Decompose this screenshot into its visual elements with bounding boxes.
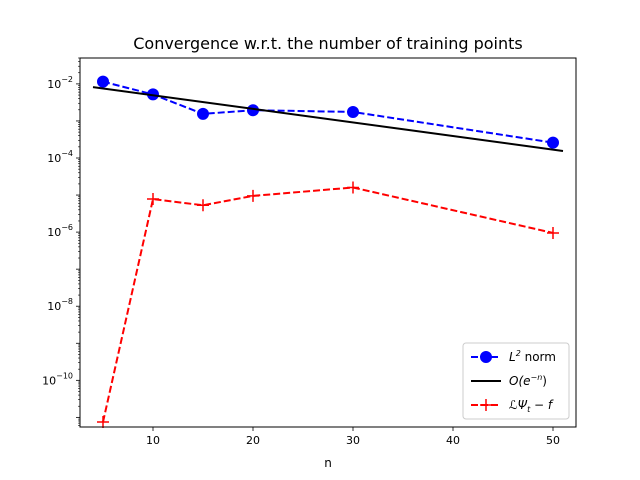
legend-box [462,342,570,420]
axes-frame [79,57,577,428]
x-axis: 10 20 30 40 50 [146,427,560,447]
data-point [347,181,359,194]
series-2 [97,181,559,429]
x-tick-label: 20 [246,434,260,447]
y-tick-label: 10−8 [47,297,73,313]
x-tick-label: 50 [546,434,560,447]
y-tick-label: 10−4 [47,149,73,165]
data-point [197,199,209,212]
y-tick-label: 10−6 [47,223,73,239]
series-0 [97,75,559,149]
series-1 [92,86,564,152]
x-tick-label: 30 [346,434,360,447]
plot-area [92,75,564,429]
data-point [97,416,109,429]
data-point [347,105,359,118]
data-point [97,75,109,88]
chart-title: Convergence w.r.t. the number of trainin… [133,34,523,53]
data-point [547,136,559,149]
legend-marker [480,351,492,363]
data-point [197,107,209,120]
x-tick-label: 10 [146,434,160,447]
series-line [92,86,564,152]
x-tick-label: 40 [446,434,460,447]
legend-marker [480,399,492,411]
legend-label: L2 norm [509,349,556,364]
legend-label: ℒΨt − f [509,398,554,414]
data-point [247,189,259,202]
legend: L2 norm O(e−n) ℒΨt − f [462,342,570,420]
legend-label: O(e−n) [509,373,547,388]
y-tick-label: 10−10 [42,371,73,387]
series-line [102,186,554,423]
data-point [547,226,559,239]
series-line [102,80,554,144]
y-tick-label: 10−2 [47,75,73,91]
x-axis-label: n [324,456,332,470]
data-point [147,193,159,206]
y-axis: 10−10 10−8 10−6 10−4 10−2 [42,57,80,426]
